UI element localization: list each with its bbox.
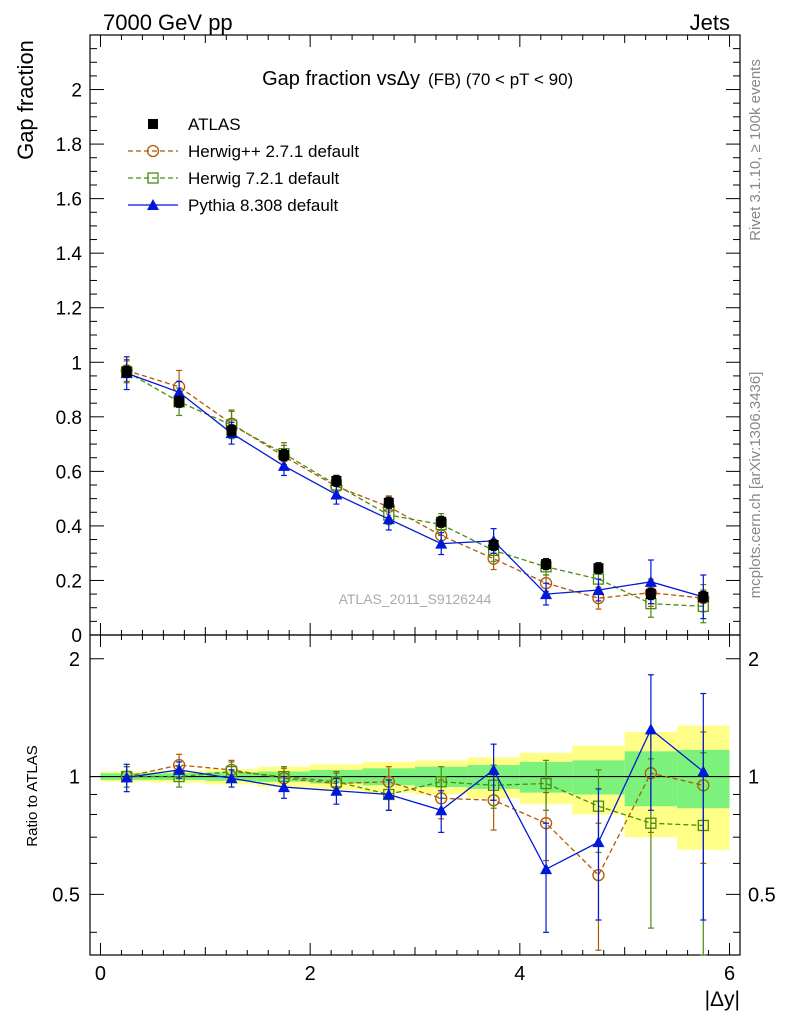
data-point [278, 450, 289, 460]
energy-label: 7000 GeV pp [103, 10, 233, 35]
data-point [435, 804, 448, 816]
y-tick-label: 0 [71, 626, 82, 647]
y-tick-label: 1.8 [56, 135, 82, 156]
data-point [383, 497, 394, 508]
series-line [126, 372, 704, 598]
y-tick-label-right: 2 [748, 649, 759, 671]
x-tick-label: 4 [514, 963, 525, 985]
y-tick-label: 0.5 [52, 884, 80, 906]
data-point [541, 559, 552, 570]
data-point [120, 771, 133, 783]
data-point [277, 781, 290, 793]
data-point [330, 488, 343, 500]
legend-label: Pythia 8.308 default [188, 196, 339, 215]
data-point [174, 396, 185, 407]
series-line [126, 371, 704, 608]
analysis-watermark: ATLAS_2011_S9126244 [339, 591, 492, 607]
x-axis-label: |Δy| [705, 988, 740, 1011]
series-line [126, 728, 704, 871]
series-line [126, 764, 704, 877]
data-point [644, 575, 657, 587]
data-point [146, 144, 160, 158]
y-tick-label: 1.6 [56, 190, 82, 211]
y-tick-label-right: 0.5 [748, 884, 776, 906]
data-point [382, 513, 395, 525]
data-point [435, 537, 448, 549]
category-label: Jets [690, 10, 730, 35]
data-point [592, 836, 605, 848]
x-tick-label: 0 [95, 963, 106, 985]
data-point [698, 591, 709, 602]
chart-title: Gap fraction vsΔy [262, 68, 420, 90]
data-point [147, 172, 159, 184]
data-point [540, 863, 553, 875]
data-point [148, 119, 158, 129]
y-tick-label: 1.2 [56, 299, 82, 320]
y-tick-label: 1.4 [56, 244, 83, 265]
y-tick-label: 0.2 [56, 571, 82, 592]
data-point [225, 772, 238, 784]
series-line [126, 369, 704, 599]
y-tick-label: 2 [69, 649, 80, 671]
data-point [435, 776, 447, 788]
data-point [592, 584, 605, 595]
mcplots-label: mcplots.cern.ch [arXiv:1306.3436] [747, 372, 764, 599]
data-point [487, 763, 500, 775]
x-tick-label: 2 [305, 963, 316, 985]
main-series-2 [121, 360, 709, 624]
data-point [330, 784, 343, 796]
main-series-1 [120, 358, 710, 613]
legend: ATLAS Herwig++ 2.7.1 default Herwig 7.2.1 … [128, 115, 359, 215]
ratio-plot-area [89, 634, 741, 956]
data-point [488, 540, 499, 550]
y-tick-label: 0.4 [56, 517, 83, 538]
data-point [436, 516, 447, 527]
data-point [226, 425, 237, 436]
data-point [173, 386, 186, 398]
data-point [382, 788, 395, 800]
x-tick-label: 6 [724, 963, 735, 985]
data-point [697, 765, 710, 777]
ratio-series-2 [120, 674, 710, 933]
data-point [645, 589, 656, 600]
data-point [277, 459, 290, 471]
data-point [540, 777, 552, 790]
legend-label: ATLAS [188, 115, 241, 134]
data-point [593, 563, 604, 574]
y-tick-label: 0.6 [56, 462, 82, 483]
series-line [126, 770, 704, 827]
y-tick-label: 1 [71, 353, 82, 374]
ratio-y-axis-label: Ratio to ATLAS [24, 745, 41, 846]
y-tick-label-right: 1 [748, 767, 759, 789]
chart-title-suffix: (FB) (70 < pT < 90) [428, 70, 573, 89]
main-series-0 [121, 365, 709, 603]
legend-label: Herwig++ 2.7.1 default [188, 142, 359, 161]
data-point [331, 475, 342, 486]
data-point [645, 817, 657, 829]
data-point [121, 366, 132, 377]
data-point [644, 723, 657, 735]
y-tick-label: 1 [69, 767, 80, 789]
y-tick-label: 0.8 [56, 408, 82, 429]
data-point [173, 763, 186, 775]
legend-label: Herwig 7.2.1 default [188, 169, 339, 188]
y-tick-label: 2 [71, 81, 82, 102]
data-point [540, 588, 553, 600]
rivet-label: Rivet 3.1.10, ≥ 100k events [747, 59, 764, 241]
main-series-3 [120, 356, 710, 620]
data-point [147, 199, 159, 210]
main-y-axis-label: Gap fraction [13, 40, 38, 160]
